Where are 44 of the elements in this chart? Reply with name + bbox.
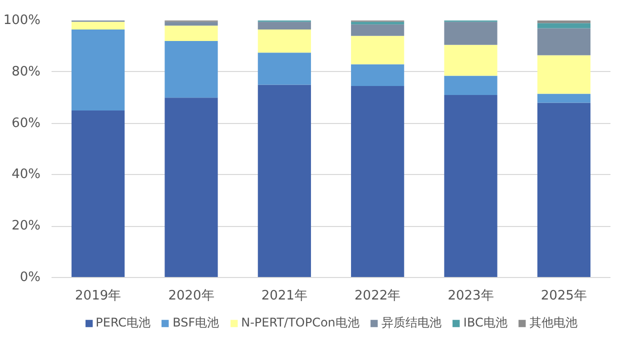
y-tick-label: 0% [20,270,40,285]
x-tick-label: 2023年 [448,288,494,304]
y-tick-label: 40% [12,167,41,182]
bar [444,22,498,45]
x-tick-label: 2020年 [168,288,214,304]
bar [351,86,404,278]
legend-label: 其他电池 [529,314,578,332]
bar [537,28,590,56]
bar [444,95,498,278]
bar [258,29,311,53]
y-tick-label: 20% [12,218,41,234]
bar [537,55,590,94]
y-tick-label: 60% [12,116,41,131]
bar [351,22,404,24]
bar [72,22,125,30]
bar [537,23,590,28]
legend-label: 异质结电池 [381,314,442,332]
legend-label: N-PERT/TOPCon电池 [241,314,360,332]
x-tick-label: 2021年 [261,288,308,304]
legend-label: PERC电池 [96,314,151,332]
bar [258,22,311,30]
legend-label: IBC电池 [463,314,508,332]
bar [164,41,218,98]
y-tick-label: 80% [12,64,41,80]
bar [537,102,590,278]
bar [164,26,218,42]
x-tick-label: 2019年 [75,288,122,304]
bar [72,110,125,278]
bar [164,22,218,26]
bar [537,20,590,24]
bar [164,98,218,278]
bar [351,24,404,36]
bar [444,76,498,96]
x-tick-label: 2025年 [540,288,587,304]
bar [72,29,125,110]
y-tick-label: 100% [3,13,41,28]
bar [258,84,311,278]
x-tick-label: 2022年 [354,288,401,304]
legend-label: BSF电池 [172,314,220,332]
bar [444,44,498,76]
bar [258,52,311,85]
bar [351,36,404,64]
bar [351,64,404,86]
bar [537,94,590,103]
